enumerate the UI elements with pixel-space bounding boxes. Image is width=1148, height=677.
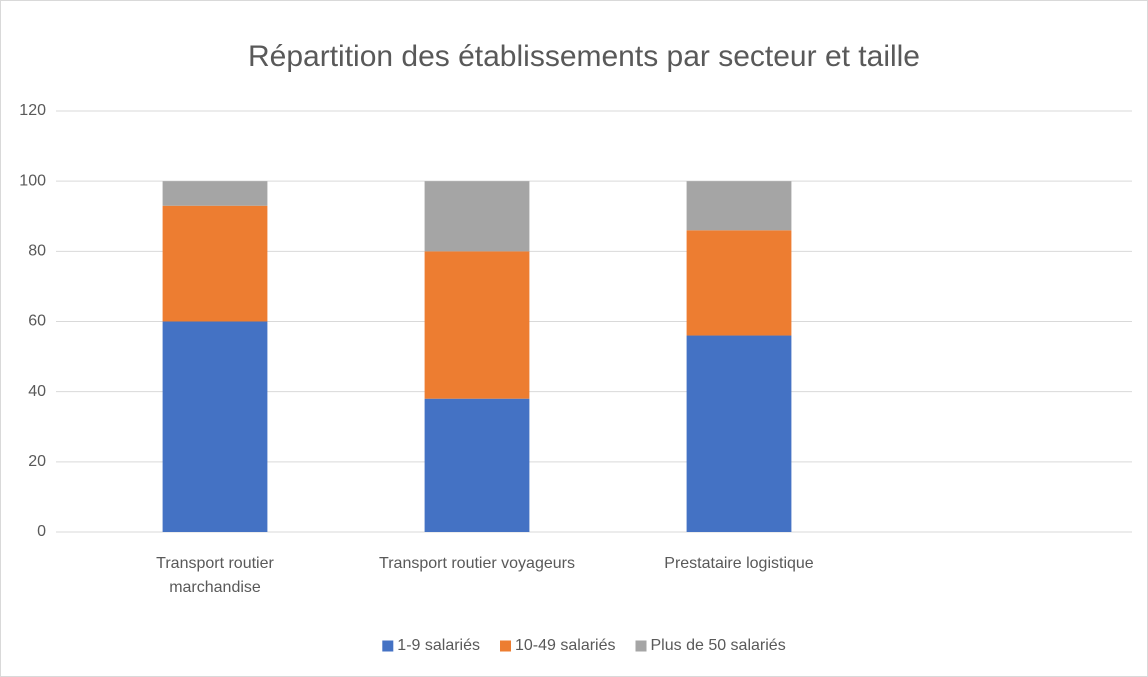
bar-segment — [686, 181, 792, 231]
legend-label: 10-49 salariés — [515, 637, 616, 654]
y-tick-label: 60 — [28, 313, 46, 330]
y-tick-label: 80 — [28, 243, 46, 260]
legend-swatch — [500, 640, 512, 652]
legend-swatch — [635, 640, 647, 652]
legend-label: Plus de 50 salariés — [651, 637, 786, 654]
y-tick-label: 100 — [19, 172, 46, 189]
bar-segment — [424, 181, 530, 252]
chart-title: Répartition des établissements par secte… — [248, 40, 920, 73]
bar-segment — [162, 321, 268, 532]
y-tick-label: 20 — [28, 453, 46, 470]
y-tick-label: 120 — [19, 102, 46, 119]
bar-segment — [162, 181, 268, 206]
y-tick-label: 40 — [28, 383, 46, 400]
legend-label: 1-9 salariés — [397, 637, 480, 654]
bar-segment — [686, 230, 792, 336]
y-tick-label: 0 — [37, 523, 46, 540]
x-tick-label: Prestataire logistique — [664, 555, 814, 572]
bar-segment — [686, 335, 792, 532]
bar-segment — [424, 398, 530, 532]
bar-segment — [424, 251, 530, 399]
bar-segment — [162, 205, 268, 322]
legend-swatch — [382, 640, 394, 652]
x-tick-label: Transport routier voyageurs — [379, 555, 575, 572]
x-tick-label: Transport routier marchandise — [156, 555, 274, 596]
